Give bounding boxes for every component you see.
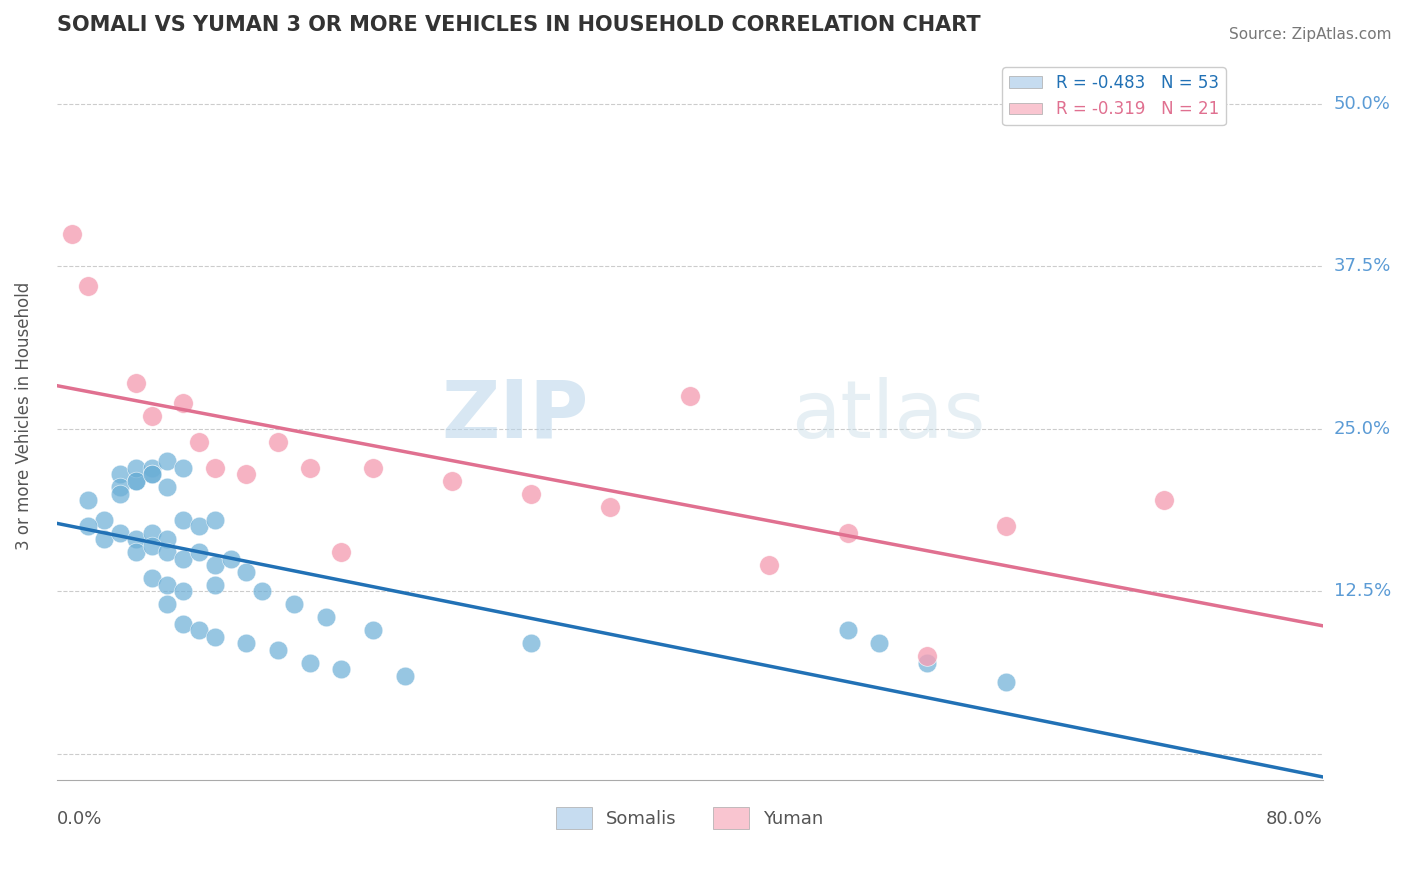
Point — [678, 389, 700, 403]
Point — [141, 460, 163, 475]
Point — [235, 467, 257, 482]
Point — [188, 545, 211, 559]
Point — [156, 532, 179, 546]
Point — [172, 616, 194, 631]
Point — [298, 656, 321, 670]
Point — [141, 467, 163, 482]
Point — [141, 525, 163, 540]
Point — [156, 545, 179, 559]
Point — [204, 630, 226, 644]
Point — [141, 539, 163, 553]
Point — [93, 513, 115, 527]
Point — [77, 278, 100, 293]
Text: 80.0%: 80.0% — [1265, 810, 1323, 828]
Point — [520, 636, 543, 650]
Point — [156, 577, 179, 591]
Point — [125, 376, 148, 391]
Text: 25.0%: 25.0% — [1334, 420, 1391, 438]
Point — [330, 662, 353, 676]
Point — [125, 545, 148, 559]
Point — [108, 480, 131, 494]
Point — [204, 460, 226, 475]
Point — [125, 474, 148, 488]
Point — [441, 474, 464, 488]
Point — [77, 493, 100, 508]
Point — [204, 513, 226, 527]
Point — [62, 227, 84, 241]
Point — [141, 409, 163, 423]
Text: 12.5%: 12.5% — [1334, 582, 1391, 600]
Text: atlas: atlas — [790, 376, 986, 455]
Point — [172, 584, 194, 599]
Point — [1153, 493, 1175, 508]
Point — [188, 434, 211, 449]
Point — [172, 551, 194, 566]
Point — [315, 610, 337, 624]
Point — [758, 558, 780, 573]
Point — [188, 519, 211, 533]
Point — [298, 460, 321, 475]
Point — [204, 558, 226, 573]
Point — [394, 668, 416, 682]
Text: 50.0%: 50.0% — [1334, 95, 1391, 112]
Point — [108, 486, 131, 500]
Text: SOMALI VS YUMAN 3 OR MORE VEHICLES IN HOUSEHOLD CORRELATION CHART: SOMALI VS YUMAN 3 OR MORE VEHICLES IN HO… — [56, 15, 980, 35]
Point — [995, 519, 1018, 533]
Text: 37.5%: 37.5% — [1334, 257, 1391, 276]
Point — [156, 480, 179, 494]
Point — [520, 486, 543, 500]
Point — [837, 525, 859, 540]
Point — [235, 636, 257, 650]
Y-axis label: 3 or more Vehicles in Household: 3 or more Vehicles in Household — [15, 282, 32, 549]
Point — [915, 649, 938, 664]
Point — [361, 623, 384, 637]
Point — [267, 642, 290, 657]
Point — [330, 545, 353, 559]
Point — [172, 460, 194, 475]
Point — [93, 532, 115, 546]
Point — [125, 532, 148, 546]
Point — [915, 656, 938, 670]
Point — [204, 577, 226, 591]
Point — [156, 597, 179, 611]
Point — [219, 551, 242, 566]
Point — [361, 460, 384, 475]
Point — [172, 513, 194, 527]
Point — [172, 395, 194, 409]
Point — [235, 565, 257, 579]
Point — [77, 519, 100, 533]
Text: Source: ZipAtlas.com: Source: ZipAtlas.com — [1229, 27, 1392, 42]
Point — [599, 500, 621, 514]
Text: 0.0%: 0.0% — [56, 810, 103, 828]
Point — [188, 623, 211, 637]
Point — [995, 675, 1018, 690]
Text: ZIP: ZIP — [441, 376, 588, 455]
Point — [141, 467, 163, 482]
Point — [267, 434, 290, 449]
Point — [156, 454, 179, 468]
Point — [108, 467, 131, 482]
Point — [283, 597, 305, 611]
Legend: Somalis, Yuman: Somalis, Yuman — [548, 799, 831, 836]
Point — [868, 636, 890, 650]
Point — [837, 623, 859, 637]
Point — [108, 525, 131, 540]
Point — [141, 571, 163, 585]
Point — [125, 474, 148, 488]
Point — [252, 584, 274, 599]
Point — [125, 460, 148, 475]
